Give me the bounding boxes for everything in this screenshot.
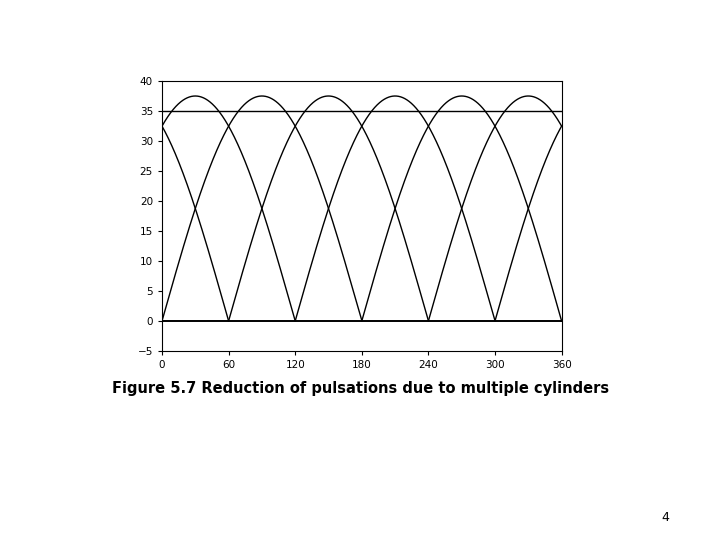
Text: Figure 5.7 Reduction of pulsations due to multiple cylinders: Figure 5.7 Reduction of pulsations due t… bbox=[112, 381, 608, 396]
Text: 4: 4 bbox=[662, 511, 670, 524]
